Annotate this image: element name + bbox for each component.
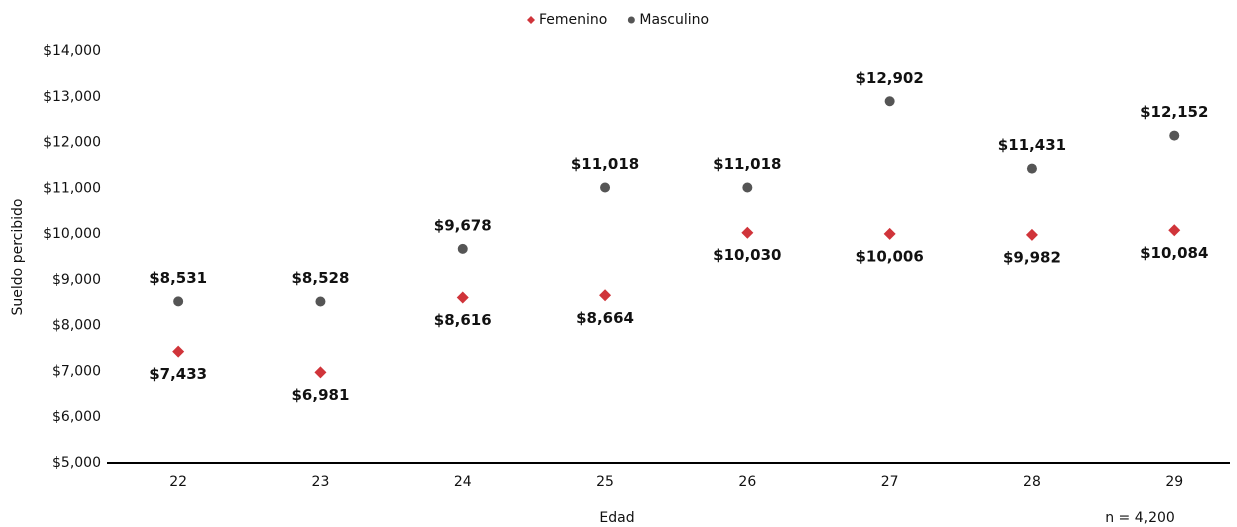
value-label: $11,018 [713, 155, 781, 173]
value-label: $8,528 [292, 269, 350, 287]
y-tick-label: $11,000 [43, 180, 101, 196]
point [1026, 163, 1037, 174]
value-label: $10,006 [855, 247, 923, 265]
value-label: $10,030 [713, 246, 781, 264]
legend-label: Masculino [639, 12, 709, 28]
x-tick-label: 29 [1165, 474, 1183, 490]
y-tick-label: $14,000 [43, 43, 101, 59]
point [600, 182, 611, 193]
point [314, 366, 327, 379]
point [315, 296, 326, 307]
y-tick-label: $6,000 [52, 409, 101, 425]
point [884, 96, 895, 107]
value-label: $9,678 [434, 216, 492, 234]
x-tick-label: 25 [596, 474, 614, 490]
value-label: $7,433 [149, 365, 207, 383]
point [883, 227, 896, 240]
x-axis-label: Edad [599, 510, 634, 526]
legend-marker [627, 16, 635, 24]
value-label: $8,616 [434, 311, 492, 329]
y-tick-label: $10,000 [43, 226, 101, 242]
value-label: $8,664 [576, 309, 634, 327]
point [1025, 228, 1038, 241]
x-tick-label: 28 [1023, 474, 1041, 490]
point [456, 291, 469, 304]
y-axis-label: Sueldo percibido [10, 199, 26, 316]
y-tick-label: $8,000 [52, 318, 101, 334]
point [457, 243, 468, 254]
y-tick-label: $7,000 [52, 363, 101, 379]
y-tick-label: $9,000 [52, 272, 101, 288]
x-tick-label: 27 [881, 474, 899, 490]
value-label: $10,084 [1140, 244, 1208, 262]
x-tick-label: 26 [738, 474, 756, 490]
legend-label: Femenino [539, 12, 607, 28]
x-tick-label: 24 [454, 474, 472, 490]
point [599, 289, 612, 302]
value-label: $9,982 [1003, 248, 1061, 266]
point [741, 226, 754, 239]
y-tick-label: $5,000 [52, 455, 101, 471]
value-label: $11,018 [571, 155, 639, 173]
point [1169, 130, 1180, 141]
x-tick-label: 22 [169, 474, 187, 490]
x-tick-label: 23 [312, 474, 330, 490]
value-label: $12,152 [1140, 103, 1208, 121]
point [1168, 224, 1181, 237]
value-label: $8,531 [149, 269, 207, 287]
value-label: $6,981 [292, 386, 350, 404]
point [742, 182, 753, 193]
value-label: $11,431 [998, 136, 1066, 154]
y-tick-label: $12,000 [43, 135, 101, 151]
value-label: $12,902 [855, 69, 923, 87]
annotation: n = 4,200 [1105, 510, 1175, 526]
point [173, 296, 184, 307]
legend-marker [527, 16, 535, 24]
point [172, 345, 185, 358]
y-tick-label: $13,000 [43, 89, 101, 105]
